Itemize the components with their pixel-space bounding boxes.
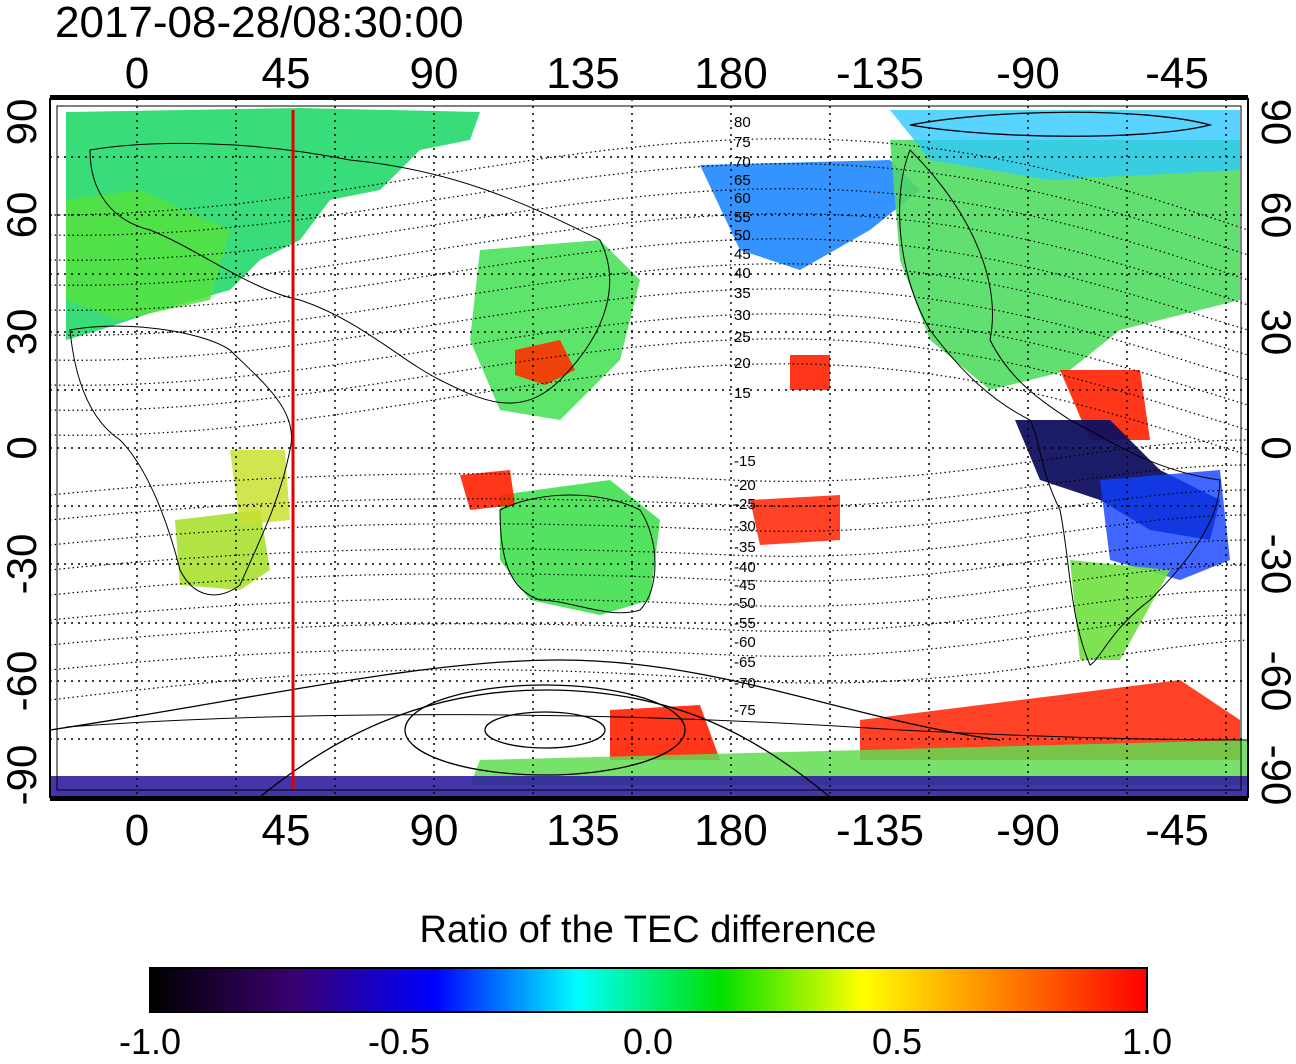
contour-label: -55 bbox=[734, 615, 756, 632]
bottom-lon-tick: -90 bbox=[996, 806, 1060, 855]
right-lat-tick: 30 bbox=[1253, 309, 1296, 356]
right-lat-ticks: 90 60 30 0 -30 -60 -90 bbox=[1253, 99, 1296, 806]
bottom-lon-tick: 45 bbox=[262, 806, 311, 855]
contour-label: 55 bbox=[734, 209, 751, 226]
left-lat-tick: 30 bbox=[0, 309, 45, 356]
left-lat-tick: 0 bbox=[0, 436, 45, 459]
bottom-lon-tick: 0 bbox=[125, 806, 149, 855]
contour-label: 35 bbox=[734, 285, 751, 302]
contour-label: -60 bbox=[734, 634, 756, 651]
colorbar bbox=[149, 967, 1148, 1013]
tec-region-north-america bbox=[890, 140, 1240, 390]
tec-region-asia bbox=[470, 240, 640, 420]
contour-label: 30 bbox=[734, 307, 751, 324]
right-lat-tick: -30 bbox=[1253, 534, 1296, 595]
contour-label: 45 bbox=[734, 246, 751, 263]
contour-label: 80 bbox=[734, 114, 751, 131]
contour-label: -20 bbox=[734, 477, 756, 494]
tec-region-australia bbox=[500, 480, 660, 615]
contour-label: -25 bbox=[734, 496, 756, 513]
bottom-lon-tick: -135 bbox=[836, 806, 924, 855]
left-lat-tick: -90 bbox=[0, 745, 45, 806]
contour-label: 75 bbox=[734, 134, 751, 151]
contour-label: 15 bbox=[734, 385, 751, 402]
contour-label: -45 bbox=[734, 577, 756, 594]
bottom-lon-tick: 135 bbox=[546, 806, 619, 855]
top-lon-tick: 180 bbox=[694, 49, 767, 98]
right-lat-tick: 60 bbox=[1253, 192, 1296, 239]
right-lat-tick: -60 bbox=[1253, 651, 1296, 712]
top-lon-tick: 90 bbox=[410, 49, 459, 98]
top-lon-tick: -135 bbox=[836, 49, 924, 98]
top-lon-ticks: 0 45 90 135 180 -135 -90 -45 bbox=[125, 49, 1209, 98]
left-lat-tick: -60 bbox=[0, 651, 45, 712]
colorbar-tick: 0.5 bbox=[871, 1021, 923, 1062]
top-lon-tick: -45 bbox=[1145, 49, 1209, 98]
bottom-lon-tick: 90 bbox=[410, 806, 459, 855]
contour-label: -15 bbox=[734, 453, 756, 470]
colorbar-title: Ratio of the TEC difference bbox=[419, 909, 877, 951]
colorbar-tick: 1.0 bbox=[1121, 1021, 1173, 1062]
contour-label: -30 bbox=[734, 518, 756, 535]
contour-label: -40 bbox=[734, 559, 756, 576]
magnetic-contours bbox=[50, 138, 1248, 701]
coastlines bbox=[65, 142, 1248, 741]
top-lon-tick: -90 bbox=[996, 49, 1060, 98]
contour-label: -75 bbox=[734, 702, 756, 719]
left-lat-tick: -30 bbox=[0, 534, 45, 595]
right-lat-tick: 0 bbox=[1253, 436, 1296, 459]
top-lon-tick: 135 bbox=[546, 49, 619, 98]
tec-region-antarctic-red bbox=[610, 705, 720, 760]
contour-label: 60 bbox=[734, 190, 751, 207]
tec-region-east-asia-red bbox=[515, 340, 575, 385]
tec-region-arctic-blue bbox=[890, 110, 1240, 180]
bottom-lon-ticks: 0 45 90 135 180 -135 -90 -45 bbox=[125, 806, 1209, 855]
tec-region-north-america-blue bbox=[700, 160, 920, 270]
tec-region-south-pole-band bbox=[50, 776, 1248, 797]
bottom-lon-tick: 180 bbox=[694, 806, 767, 855]
contour-label: 25 bbox=[734, 329, 751, 346]
contour-label: 20 bbox=[734, 355, 751, 372]
tec-region-antarctic-green bbox=[470, 740, 1248, 785]
left-lat-tick: 60 bbox=[0, 192, 45, 239]
tec-region-south-america-south bbox=[1070, 560, 1170, 660]
contour-label: -35 bbox=[734, 539, 756, 556]
tec-region-antarctic-red-2 bbox=[860, 680, 1240, 760]
tec-region-indonesia-red bbox=[460, 470, 515, 510]
contour-label: -50 bbox=[734, 595, 756, 612]
contour-label: 65 bbox=[734, 172, 751, 189]
colorbar-tick: 0.0 bbox=[622, 1021, 674, 1062]
contour-label: 50 bbox=[734, 227, 751, 244]
contour-label: 40 bbox=[734, 265, 751, 282]
left-lat-tick: 90 bbox=[0, 99, 45, 146]
bottom-lon-tick: -45 bbox=[1145, 806, 1209, 855]
plot-frame bbox=[49, 95, 1249, 801]
contour-label: 70 bbox=[734, 154, 751, 171]
right-lat-tick: 90 bbox=[1253, 99, 1296, 146]
tec-region-africa-east bbox=[230, 450, 290, 525]
contour-label: -70 bbox=[734, 675, 756, 692]
tec-region-hawaii-red bbox=[790, 355, 830, 390]
colorbar-tick: -0.5 bbox=[367, 1021, 431, 1062]
left-lat-ticks: 90 60 30 0 -30 -60 -90 bbox=[0, 99, 45, 806]
tec-region-pacific-red bbox=[750, 495, 840, 545]
right-lat-tick: -90 bbox=[1253, 745, 1296, 806]
top-lon-tick: 0 bbox=[125, 49, 149, 98]
timestamp-title: 2017-08-28/08:30:00 bbox=[55, 0, 464, 47]
tec-region-europe bbox=[66, 190, 230, 320]
top-lon-tick: 45 bbox=[262, 49, 311, 98]
contour-label: -65 bbox=[734, 654, 756, 671]
polar-contours bbox=[50, 111, 1213, 797]
colorbar-tick: -1.0 bbox=[118, 1021, 182, 1062]
tec-data-layer bbox=[50, 108, 1248, 797]
